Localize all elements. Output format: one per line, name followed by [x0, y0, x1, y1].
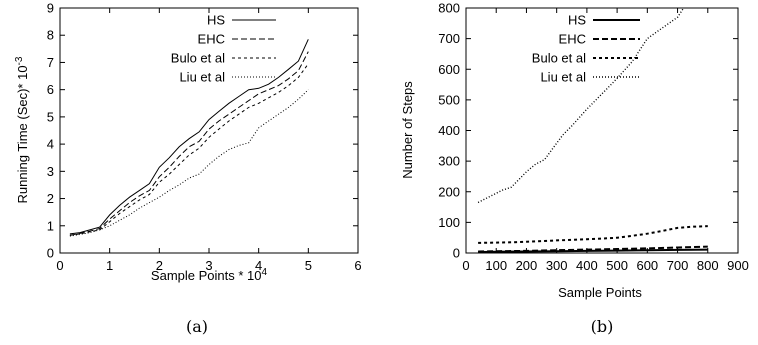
series-line	[478, 248, 708, 254]
y-axis-label-exponent: -3	[14, 56, 25, 65]
chart-panel-a: 0 1 2 3 4 5 6 0 1 2 3 4 5 6 7 8 9 HS EHC Bulo et al Liu et …	[14, 1, 362, 337]
legend-label: Bulo et al	[171, 51, 225, 66]
x-tick-label: 500	[606, 258, 628, 273]
figure-caption: (a)	[186, 317, 208, 336]
y-tick-label: 0	[47, 246, 54, 261]
y-tick-label: 6	[47, 82, 54, 97]
plot-frame	[465, 7, 739, 254]
x-axis-label: Sample Points	[558, 285, 642, 300]
series-line	[478, 245, 708, 253]
x-tick-label: 200	[516, 258, 538, 273]
y-tick-label: 400	[438, 123, 460, 138]
series-line	[477, 7, 685, 204]
legend-label: EHC	[559, 32, 586, 47]
x-tick-label: 0	[56, 258, 63, 273]
series-group	[477, 7, 708, 254]
x-axis-label-exponent: 4	[262, 267, 268, 278]
legend-label: Bulo et al	[532, 51, 586, 66]
y-tick-label: 5	[47, 109, 54, 124]
chart-panel-b: 0 100 200 300 400 500 600 700 800 900 0 100 200 300 40…	[400, 1, 749, 337]
legend-label: HS	[207, 13, 225, 28]
legend-label: Liu et al	[179, 70, 225, 85]
x-tick-label: 0	[462, 258, 469, 273]
series-line	[69, 39, 309, 235]
y-tick-label: 600	[438, 62, 460, 77]
y-tick-label: 100	[438, 215, 460, 230]
y-axis-label: Running Time (Sec)* 10-3	[14, 56, 30, 203]
x-tick-label: 800	[697, 258, 719, 273]
x-tick-label: 300	[546, 258, 568, 273]
x-tick-label: 700	[667, 258, 689, 273]
axes-ticks: 0 1 2 3 4 5 6 0 1 2 3 4 5 6 7 8 9	[47, 1, 362, 274]
legend: HS EHC Bulo et al Liu et al	[532, 13, 640, 85]
x-tick-label: 600	[636, 258, 658, 273]
x-tick-label: 3	[205, 258, 212, 273]
y-tick-label: 1	[47, 218, 54, 233]
series-line	[69, 63, 309, 236]
y-tick-label: 200	[438, 184, 460, 199]
y-tick-label: 7	[47, 55, 54, 70]
figure-caption: (b)	[591, 317, 614, 336]
legend-label: HS	[568, 13, 586, 28]
y-tick-label: 700	[438, 31, 460, 46]
x-tick-label: 100	[485, 258, 507, 273]
y-tick-label: 0	[453, 246, 460, 261]
legend-label: Liu et al	[540, 70, 586, 85]
x-tick-label: 2	[156, 258, 163, 273]
y-tick-label: 4	[47, 137, 54, 152]
axes-ticks: 0 100 200 300 400 500 600 700 800 900 0 100 200 300 40…	[438, 1, 749, 274]
x-tick-label: 400	[576, 258, 598, 273]
series-group	[69, 39, 309, 237]
x-tick-label: 5	[305, 258, 312, 273]
y-tick-label: 800	[438, 1, 460, 16]
y-tick-label: 2	[47, 191, 54, 206]
y-axis-label: Number of Steps	[400, 81, 415, 179]
y-tick-label: 9	[47, 1, 54, 16]
y-tick-label: 3	[47, 164, 54, 179]
y-tick-label: 8	[47, 28, 54, 43]
series-line	[69, 89, 309, 237]
y-tick-label: 500	[438, 92, 460, 107]
x-tick-label: 4	[255, 258, 262, 273]
legend-label: EHC	[198, 32, 225, 47]
x-tick-label: 6	[354, 258, 361, 273]
y-tick-label: 300	[438, 154, 460, 169]
x-tick-label: 1	[106, 258, 113, 273]
legend: HS EHC Bulo et al Liu et al	[171, 13, 276, 85]
x-axis-label: Sample Points * 104	[151, 267, 268, 283]
series-line	[478, 225, 708, 244]
x-tick-label: 900	[727, 258, 749, 273]
